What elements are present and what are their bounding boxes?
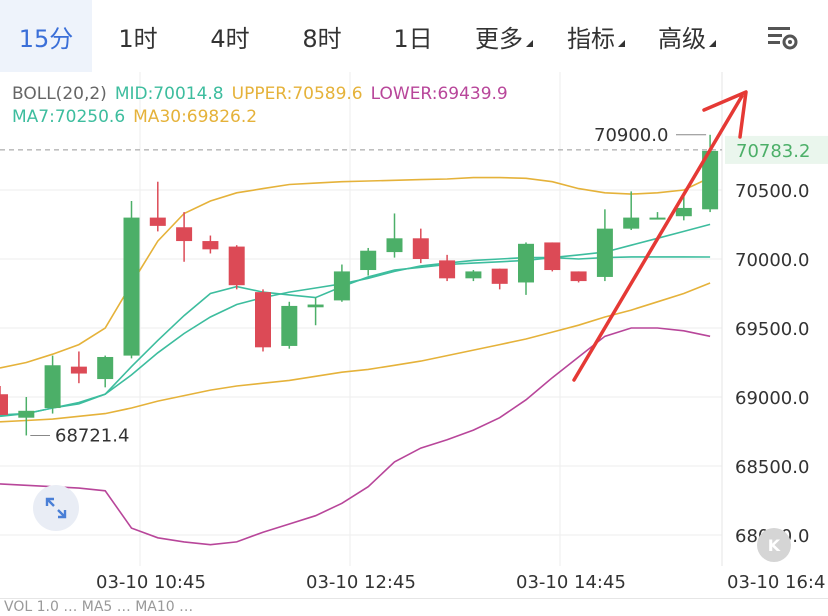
candle-body (596, 228, 613, 277)
candle-body (544, 242, 561, 271)
candle-body (518, 243, 534, 283)
candle-body (360, 250, 377, 271)
candle-body (412, 238, 429, 259)
expand-icon (45, 497, 67, 519)
candle-body (0, 394, 8, 415)
current-price-tag (725, 135, 828, 164)
time-label: 03-10 14:45 (516, 572, 626, 593)
price-label: 68500.0 (735, 457, 809, 478)
price-label: 69000.0 (735, 388, 809, 409)
boll-upper-line (0, 176, 711, 369)
price-label: 70500.0 (735, 181, 809, 202)
ma30-value: MA30:69826.2 (133, 107, 258, 127)
boll-name: BOLL(20,2) (12, 84, 107, 104)
candle-body (44, 365, 61, 409)
time-axis: 03-10 10:45 03-10 12:45 03-10 14:45 03-1… (0, 566, 828, 598)
candle-body (70, 366, 87, 374)
time-label: 03-10 16:4 (727, 572, 826, 593)
tab-label: 1日 (393, 24, 433, 53)
candle-body (149, 217, 166, 226)
timeframe-tabbar: 15分 1时 4时 8时 1日 更多 指标 高级 (0, 0, 828, 72)
boll-legend: BOLL(20,2) MID:70014.8 UPPER:70589.6 LOWER:… (12, 84, 516, 104)
boll-mid-line (0, 256, 711, 416)
candle-body (281, 305, 298, 346)
tab-2[interactable]: 4时 (184, 0, 276, 72)
time-label: 03-10 10:45 (96, 572, 206, 593)
tab-6[interactable]: 指标 (550, 0, 642, 72)
candle-body (176, 227, 193, 242)
time-label: 03-10 12:45 (306, 572, 416, 593)
ma30-line (0, 282, 711, 423)
tab-5[interactable]: 更多 (458, 0, 550, 72)
high-annotation: 70900.0 (594, 125, 668, 146)
candle-body (623, 217, 640, 229)
tab-label: 指标 (567, 24, 615, 53)
tab-label: 更多 (475, 24, 523, 53)
candle-body (439, 260, 456, 279)
candle-body (675, 207, 692, 217)
candle-body (702, 150, 719, 210)
candle-body (97, 356, 114, 380)
candle-body (465, 271, 482, 279)
candle-body (123, 217, 140, 356)
boll-lower-value: LOWER:69439.9 (370, 84, 508, 104)
volume-indicator-strip: VOL 1.0 … MA5 … MA10 … (0, 598, 828, 616)
price-chart[interactable]: 70500.070000.069500.069000.068500.068000… (0, 0, 828, 566)
red-arrow-head (702, 90, 748, 139)
tab-label: 4时 (210, 24, 250, 53)
tab-label: 高级 (658, 24, 706, 53)
dropdown-caret-icon (618, 39, 625, 47)
ma7-value: MA7:70250.6 (12, 107, 126, 127)
dropdown-caret-icon (526, 39, 533, 47)
tab-1[interactable]: 1时 (92, 0, 184, 72)
candle-body (255, 292, 271, 348)
boll-upper-value: UPPER:70589.6 (231, 84, 363, 104)
ma-legend: MA7:70250.6 MA30:69826.2 (12, 107, 265, 127)
price-label: 70000.0 (735, 250, 809, 271)
tab-label: 1时 (118, 24, 158, 53)
dropdown-caret-icon (709, 39, 716, 47)
tab-7[interactable]: 高级 (642, 0, 732, 72)
candle-body (333, 271, 350, 301)
boll-mid-value: MID:70014.8 (114, 84, 224, 104)
price-label: 69500.0 (735, 319, 809, 340)
candle-body (386, 238, 403, 253)
tab-3[interactable]: 8时 (276, 0, 368, 72)
tab-label: 15分 (18, 24, 74, 53)
expand-chart-button[interactable] (33, 485, 79, 531)
tab-4[interactable]: 1日 (368, 0, 458, 72)
chart-settings-icon[interactable] (764, 18, 800, 54)
low-annotation: 68721.4 (55, 425, 129, 446)
current-price-label: 70783.2 (736, 141, 810, 162)
candle-body (202, 241, 219, 250)
candle-body (18, 410, 35, 418)
candle-body (570, 271, 587, 282)
tab-0[interactable]: 15分 (0, 0, 92, 72)
candle-body (491, 268, 508, 284)
candle-body (228, 246, 245, 286)
red-arrow-shaft (572, 94, 744, 382)
candle-body (649, 217, 666, 220)
k-logo-icon: K (757, 528, 791, 562)
candle-body (307, 304, 324, 308)
tab-label: 8时 (302, 24, 342, 53)
ma7-line (0, 223, 711, 418)
